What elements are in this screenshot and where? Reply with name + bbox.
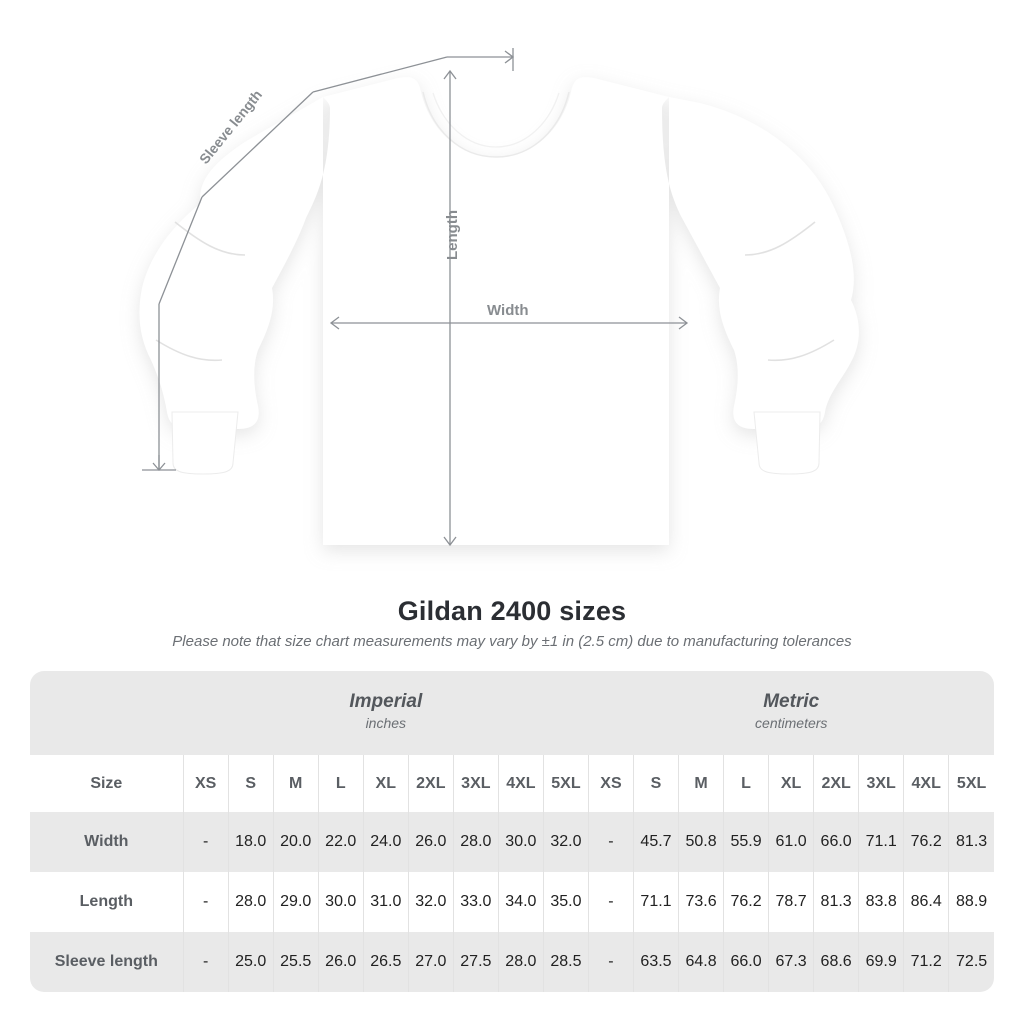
svg-text:Length: Length — [444, 210, 461, 260]
svg-text:Width: Width — [487, 302, 529, 319]
